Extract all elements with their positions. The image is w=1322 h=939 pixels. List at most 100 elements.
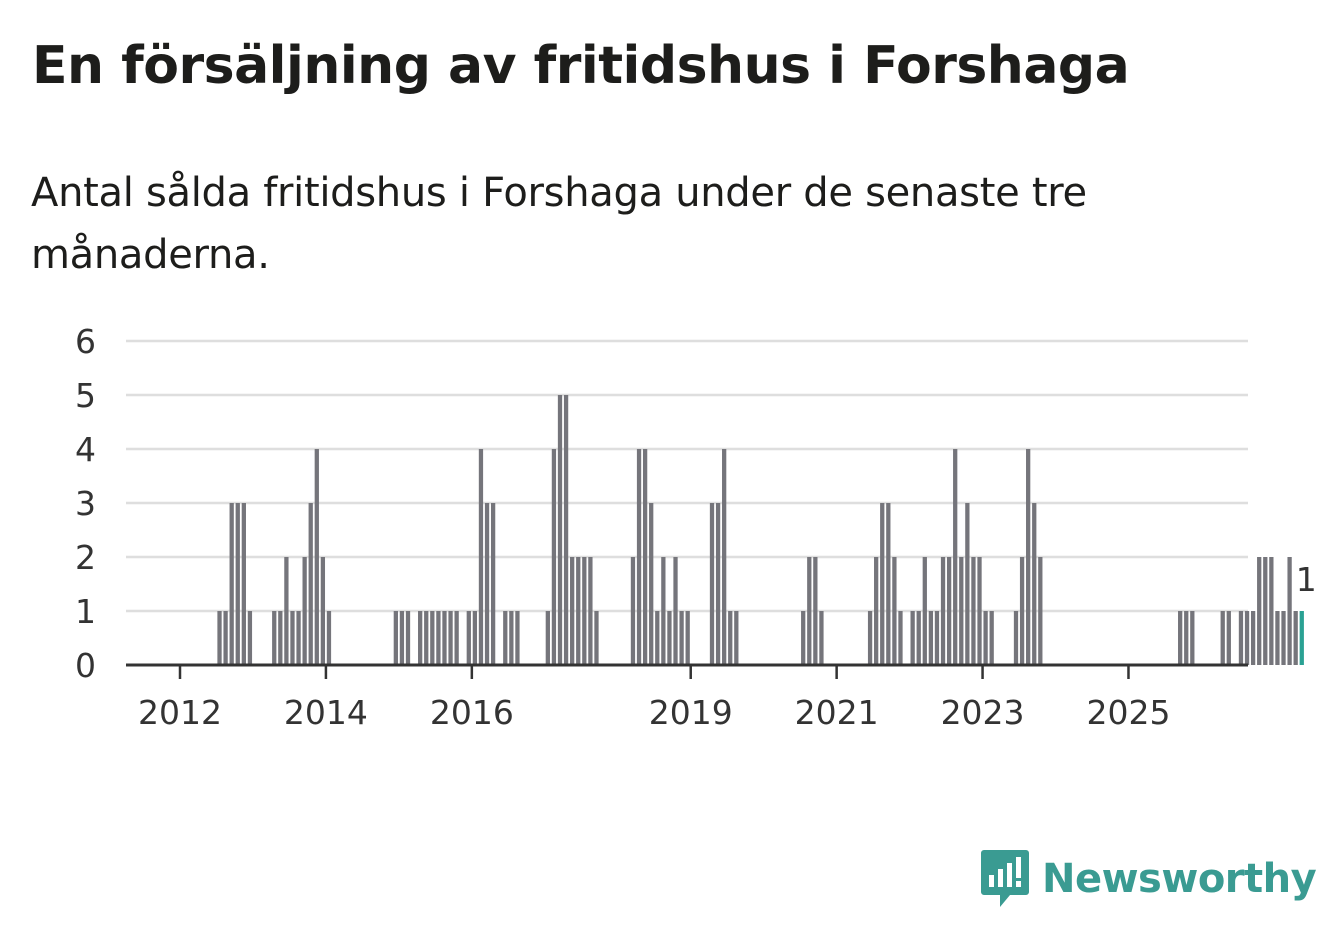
bar: [448, 611, 453, 665]
bar: [557, 395, 563, 665]
bar: [819, 611, 824, 665]
bar: [296, 611, 301, 665]
chart-title: En försäljning av fritidshus i Forshaga: [32, 36, 1130, 96]
bar: [965, 503, 970, 665]
bar: [545, 611, 550, 665]
bar: [1287, 557, 1292, 665]
y-tick-label: 6: [75, 322, 96, 361]
bar: [971, 557, 976, 665]
last-value-label: 1: [1296, 560, 1317, 599]
bar: [503, 611, 508, 665]
x-tick-label: 2016: [430, 693, 514, 732]
bar: [302, 557, 307, 665]
bar: [490, 503, 496, 665]
bar: [223, 611, 228, 665]
bar: [874, 557, 879, 665]
bar: [430, 611, 435, 665]
x-tick-label: 2025: [1086, 693, 1170, 732]
bar: [570, 557, 575, 665]
bar: [290, 611, 295, 665]
bar: [235, 503, 240, 665]
bar: [466, 611, 471, 665]
bar: [478, 449, 484, 665]
bars: [217, 395, 1304, 665]
bar: [922, 557, 927, 665]
bar: [892, 557, 897, 665]
bar: [679, 611, 684, 665]
bar: [898, 611, 903, 665]
bar: [910, 611, 915, 665]
bar: [418, 611, 423, 665]
x-tick-label: 2012: [138, 693, 222, 732]
bar: [436, 611, 441, 665]
bar: [916, 611, 921, 665]
bar: [928, 611, 934, 665]
gridlines: [126, 339, 1248, 613]
bar: [576, 557, 581, 665]
bar: [1293, 611, 1298, 665]
y-tick-label: 0: [75, 646, 96, 685]
bar: [1250, 611, 1256, 665]
bar: [977, 557, 982, 665]
last-value-marker: [1292, 564, 1304, 578]
bar: [709, 503, 715, 665]
bar: [217, 611, 222, 665]
bar: [247, 611, 253, 665]
bar: [953, 449, 958, 665]
bar: [241, 503, 246, 665]
bar: [472, 611, 478, 665]
newsworthy-logo-icon: [981, 850, 1029, 907]
bar: [399, 611, 405, 665]
bar: [983, 611, 988, 665]
bar: [734, 611, 739, 665]
bar: [801, 611, 806, 665]
bar: [685, 611, 690, 665]
bar: [880, 503, 885, 665]
bar: [630, 557, 636, 665]
newsworthy-logo: Newsworthy: [980, 848, 1317, 910]
bar: [1038, 557, 1043, 665]
bar: [1184, 611, 1189, 665]
bar: [229, 503, 234, 665]
bar: [1226, 611, 1231, 665]
bar: [946, 557, 952, 665]
x-tick-label: 2014: [284, 693, 368, 732]
bar: [989, 611, 994, 665]
bar: [1019, 557, 1025, 665]
bar: [442, 611, 447, 665]
bar: [272, 611, 277, 665]
bar: [940, 557, 946, 665]
chart-subtitle: Antal sålda fritidshus i Forshaga under …: [31, 170, 1087, 278]
bar: [563, 395, 569, 665]
bar: [1281, 611, 1286, 665]
bar: [722, 449, 727, 665]
bar: [649, 503, 654, 665]
bar: [886, 503, 891, 665]
y-tick-label: 2: [75, 538, 96, 577]
bar: [1190, 611, 1195, 665]
bar: [424, 611, 429, 665]
y-tick-label: 3: [75, 484, 96, 523]
bar: [959, 557, 964, 665]
bar: [326, 611, 332, 665]
bar: [673, 557, 678, 665]
bar: [515, 611, 520, 665]
bar: [314, 449, 319, 665]
bar: [1026, 449, 1031, 665]
bar: [284, 557, 289, 665]
bar: [1257, 557, 1262, 665]
bar: [667, 611, 672, 665]
x-tick-label: 2019: [649, 693, 733, 732]
bar: [594, 611, 599, 665]
bar: [636, 449, 642, 665]
bar: [655, 611, 660, 665]
bar: [661, 557, 666, 665]
bar: [484, 503, 490, 665]
bar: [715, 503, 721, 665]
bar: [807, 557, 812, 665]
bar: [405, 611, 411, 665]
bar: [1220, 611, 1225, 665]
y-tick-label: 1: [75, 592, 96, 631]
bar: [1275, 611, 1280, 665]
